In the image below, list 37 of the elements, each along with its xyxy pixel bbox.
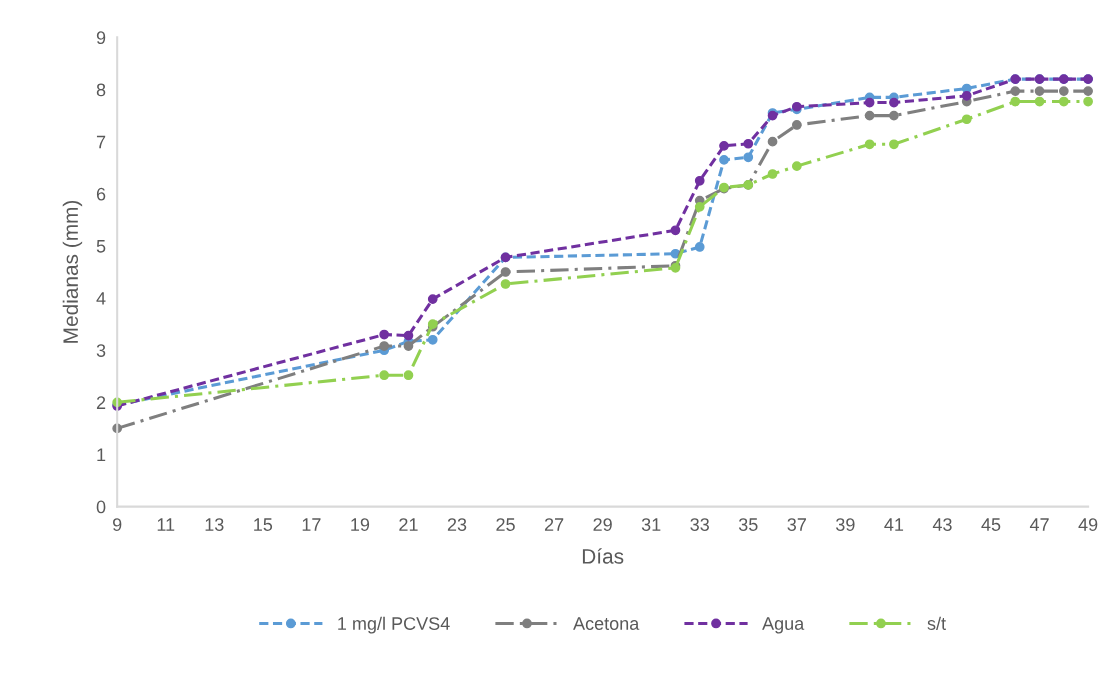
x-tick-label: 37 [787,518,806,531]
x-tick-label: 39 [836,518,855,531]
x-tick-label: 25 [496,518,515,531]
legend-label: s/t [927,616,946,630]
x-tick-label: 13 [205,518,224,531]
y-tick-label: 1 [97,448,106,462]
legend-label: 1 mg/l PCVS4 [338,616,450,634]
y-tick-label: 4 [96,292,106,305]
x-tick-label: 49 [1078,518,1098,531]
x-tick-label: 35 [738,518,758,531]
x-tick-label: 15 [254,518,273,531]
legend-label: Agua [762,617,805,634]
y-tick-label: 3 [96,344,106,357]
x-tick-label: 33 [690,518,709,531]
x-tick-label: 21 [399,518,418,531]
y-tick-label: 6 [96,187,106,201]
y-tick-label: 9 [96,31,106,45]
y-tick-label: 0 [96,500,106,514]
y-tick-label: 7 [96,135,106,149]
y-tick-label: 8 [96,83,106,97]
x-tick-label: 47 [1029,518,1049,531]
x-tick-label: 23 [447,518,467,531]
legend-label: Acetona [573,617,640,630]
x-tick-label: 43 [932,518,952,531]
x-tick-label: 11 [157,518,175,531]
x-axis-title: Días [582,548,624,564]
x-tick-label: 27 [544,518,564,531]
x-tick-label: 41 [884,518,904,531]
x-tick-label: 31 [641,518,661,531]
x-tick-label: 17 [302,518,321,531]
x-tick-label: 9 [113,518,122,531]
x-tick-label: 45 [981,518,1001,531]
y-tick-label: 5 [96,240,106,253]
y-axis-title: Medianas (mm) [62,200,83,343]
x-tick-label: 19 [351,518,370,531]
y-tick-label: 2 [96,396,106,409]
x-tick-label: 29 [593,518,612,531]
